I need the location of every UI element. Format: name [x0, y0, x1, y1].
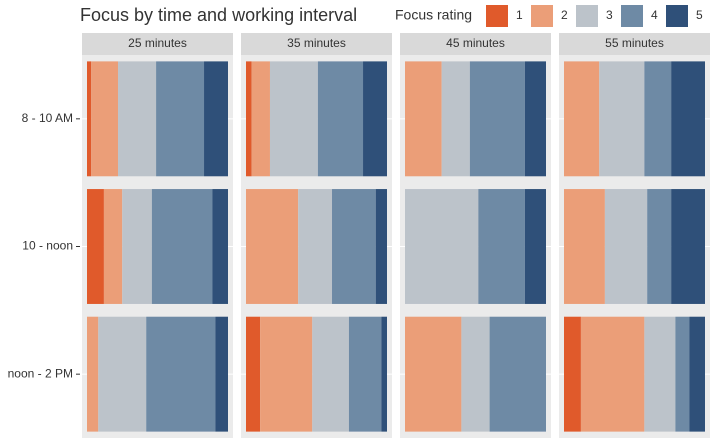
strip — [559, 33, 710, 55]
bar-segment — [599, 61, 645, 177]
legend-title: Focus rating — [395, 7, 472, 23]
bar-segment — [675, 316, 690, 432]
bar-segment — [604, 189, 648, 304]
bar-segment — [405, 189, 479, 304]
bar-segment — [524, 61, 546, 177]
chart-title: Focus by time and working interval — [80, 5, 357, 25]
bar-segment — [251, 61, 270, 177]
bar-segment — [405, 316, 462, 432]
legend-swatch — [486, 5, 508, 27]
bar-segment — [478, 189, 525, 304]
bar-segment — [564, 189, 605, 304]
bar-segment — [87, 61, 92, 177]
bar-segment — [151, 189, 213, 304]
bar-segment — [524, 189, 546, 304]
bar-segment — [91, 61, 119, 177]
bar-segment — [298, 189, 333, 304]
bar-segment — [348, 316, 382, 432]
bar-segment — [564, 61, 600, 177]
bar-segment — [564, 316, 581, 432]
bar-segment — [204, 61, 228, 177]
legend-label: 1 — [516, 8, 523, 22]
strip-label: 35 minutes — [287, 36, 346, 50]
bar-segment — [671, 189, 705, 304]
legend-label: 3 — [606, 8, 613, 22]
bar-segment — [469, 61, 525, 177]
y-tick-label: noon - 2 PM — [8, 366, 73, 380]
bar-segment — [246, 61, 252, 177]
bar-segment — [122, 189, 152, 304]
bar-segment — [260, 316, 313, 432]
bar-segment — [671, 61, 705, 177]
bar-segment — [312, 316, 349, 432]
legend-swatch — [576, 5, 598, 27]
strip-label: 45 minutes — [446, 36, 505, 50]
bar-segment — [146, 316, 216, 432]
strip-label: 25 minutes — [128, 36, 187, 50]
legend-label: 2 — [561, 8, 568, 22]
strip — [241, 33, 392, 55]
bar-segment — [246, 189, 299, 304]
bar-segment — [246, 316, 261, 432]
strip-label: 55 minutes — [605, 36, 664, 50]
bar-segment — [103, 189, 123, 304]
bar-segment — [317, 61, 364, 177]
bar-segment — [689, 316, 705, 432]
y-tick-label: 8 - 10 AM — [22, 111, 73, 125]
bar-segment — [644, 316, 676, 432]
bar-segment — [212, 189, 228, 304]
bar-segment — [405, 61, 442, 177]
bar-segment — [87, 189, 104, 304]
legend-swatch — [531, 5, 553, 27]
legend-swatch — [621, 5, 643, 27]
bar-segment — [441, 61, 470, 177]
bar-segment — [215, 316, 228, 432]
bar-segment — [375, 189, 387, 304]
bar-segment — [644, 61, 672, 177]
y-tick-label: 10 - noon — [22, 239, 73, 253]
legend-label: 4 — [651, 8, 658, 22]
strip — [82, 33, 233, 55]
bar-segment — [332, 189, 376, 304]
bar-segment — [98, 316, 147, 432]
legend-label: 5 — [696, 8, 703, 22]
bar-segment — [461, 316, 490, 432]
bar-segment — [580, 316, 645, 432]
bar-segment — [118, 61, 157, 177]
bar-segment — [156, 61, 205, 177]
strip — [400, 33, 551, 55]
bar-segment — [381, 316, 387, 432]
bar-segment — [489, 316, 546, 432]
bar-segment — [363, 61, 387, 177]
bar-segment — [647, 189, 672, 304]
legend-swatch — [666, 5, 688, 27]
bar-segment — [269, 61, 318, 177]
bar-segment — [87, 316, 99, 432]
